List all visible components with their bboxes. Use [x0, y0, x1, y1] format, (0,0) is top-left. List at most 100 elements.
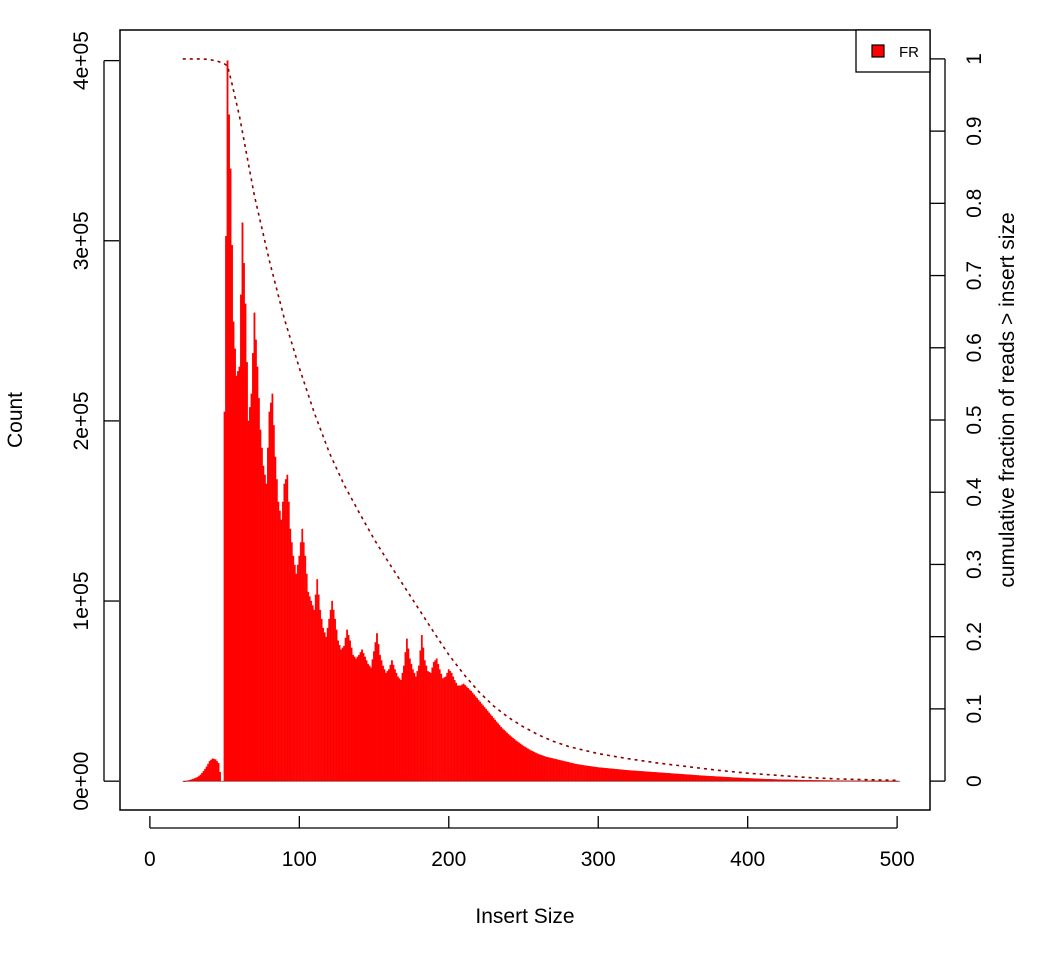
histogram-bar	[709, 776, 712, 782]
histogram-bar	[527, 748, 529, 782]
histogram-bar	[241, 222, 244, 782]
histogram-bar	[277, 501, 280, 782]
histogram-bar	[316, 579, 319, 782]
histogram-bar	[574, 763, 577, 782]
histogram-bar	[512, 737, 514, 782]
histogram-bar	[476, 698, 478, 782]
histogram-bar	[553, 758, 556, 782]
histogram-bar	[252, 353, 254, 782]
histogram-bar	[555, 759, 558, 782]
histogram-bar	[515, 740, 517, 782]
histogram-bar	[453, 680, 456, 782]
histogram-bar	[510, 736, 513, 782]
histogram-bar	[673, 773, 676, 782]
histogram-bar	[423, 660, 426, 782]
histogram-bar	[350, 647, 353, 782]
histogram-bar	[571, 763, 574, 782]
histogram-bar	[724, 776, 727, 782]
cumulative-line-group	[182, 58, 898, 782]
histogram-bar	[488, 712, 490, 782]
histogram-bar	[630, 770, 632, 782]
histogram-bar	[743, 777, 746, 782]
histogram-bar	[434, 660, 437, 782]
y-axis-title: Count	[4, 392, 27, 448]
histogram-bar	[286, 474, 289, 782]
histogram-bar	[544, 756, 547, 782]
histogram-bar	[516, 741, 519, 782]
histogram-bar	[495, 721, 498, 782]
histogram-bar	[452, 676, 455, 782]
histogram-bar	[718, 776, 721, 782]
histogram-bar	[727, 777, 730, 782]
histogram-bar	[388, 669, 390, 782]
histogram-bar	[707, 775, 710, 782]
histogram-bar	[594, 766, 597, 782]
histogram-bar	[329, 609, 332, 782]
histogram-bar	[576, 764, 579, 782]
histogram-bar	[622, 769, 625, 782]
y-tick-label: 2e+05	[70, 391, 93, 450]
histogram-bar	[518, 742, 520, 782]
y2-tick-label: 0.7	[963, 261, 986, 290]
y-axis-right: 0 0.1 0.2 0.3 0.4 0.5 0.6 0.7 0.8 0.9 1	[930, 53, 986, 787]
legend: FR	[855, 29, 931, 73]
histogram-bar	[383, 669, 386, 782]
y-tick-label: 3e+05	[70, 211, 93, 270]
histogram-bar	[633, 770, 635, 782]
histogram-bar	[540, 755, 543, 782]
histogram-bar	[731, 777, 734, 782]
histogram-bar	[672, 773, 674, 782]
histogram-bar	[722, 776, 725, 782]
histogram-bar	[211, 758, 214, 782]
histogram-bar	[592, 766, 595, 782]
histogram-bar	[482, 705, 484, 782]
histogram-bar	[193, 778, 196, 782]
histogram-bar	[213, 758, 215, 782]
histogram-bar	[471, 692, 474, 782]
histogram-bar	[328, 618, 331, 782]
histogram-bar	[559, 760, 562, 782]
histogram-bar	[337, 640, 340, 782]
histogram-bar	[255, 339, 257, 782]
legend-label: FR	[899, 44, 919, 61]
histogram-bar	[624, 769, 626, 782]
histogram-bar	[597, 767, 600, 782]
histogram-bar	[498, 725, 501, 782]
histogram-bar	[636, 770, 638, 782]
histogram-bar	[368, 665, 371, 782]
x-axis-title: Insert Size	[475, 905, 574, 928]
legend-swatch	[871, 44, 885, 58]
histogram-bar	[758, 778, 761, 782]
histogram-bar	[450, 672, 453, 782]
y2-tick-label: 0.1	[963, 694, 986, 723]
histogram-bar	[196, 777, 199, 782]
histogram-bar	[615, 769, 617, 782]
histogram-bar	[243, 263, 245, 782]
histogram-bar	[503, 729, 505, 782]
histogram-bar	[522, 745, 525, 782]
histogram-bar	[619, 769, 622, 782]
histogram-bar	[408, 658, 411, 782]
histogram-bar	[513, 739, 516, 782]
histogram-bar	[486, 710, 489, 782]
histogram-bar	[290, 542, 293, 782]
histogram-bar	[283, 483, 286, 782]
histogram-bar	[201, 772, 204, 782]
histogram-bar	[347, 635, 350, 782]
histogram-bar	[739, 777, 742, 782]
histogram-bar	[404, 652, 407, 782]
histogram-bar	[262, 465, 265, 782]
histogram-bar	[425, 665, 428, 782]
histogram-bar	[669, 773, 671, 782]
histogram-bar	[582, 765, 585, 782]
histogram-bar	[697, 775, 700, 782]
histogram-bar	[706, 775, 709, 782]
histogram-bar	[595, 767, 598, 782]
histogram-bar	[483, 707, 486, 782]
histogram-bar	[344, 637, 347, 782]
histogram-bar	[468, 689, 471, 782]
histogram-bar	[695, 775, 698, 782]
histogram-bar	[740, 777, 743, 782]
histogram-bar	[374, 642, 377, 782]
histogram-bar	[259, 429, 262, 782]
